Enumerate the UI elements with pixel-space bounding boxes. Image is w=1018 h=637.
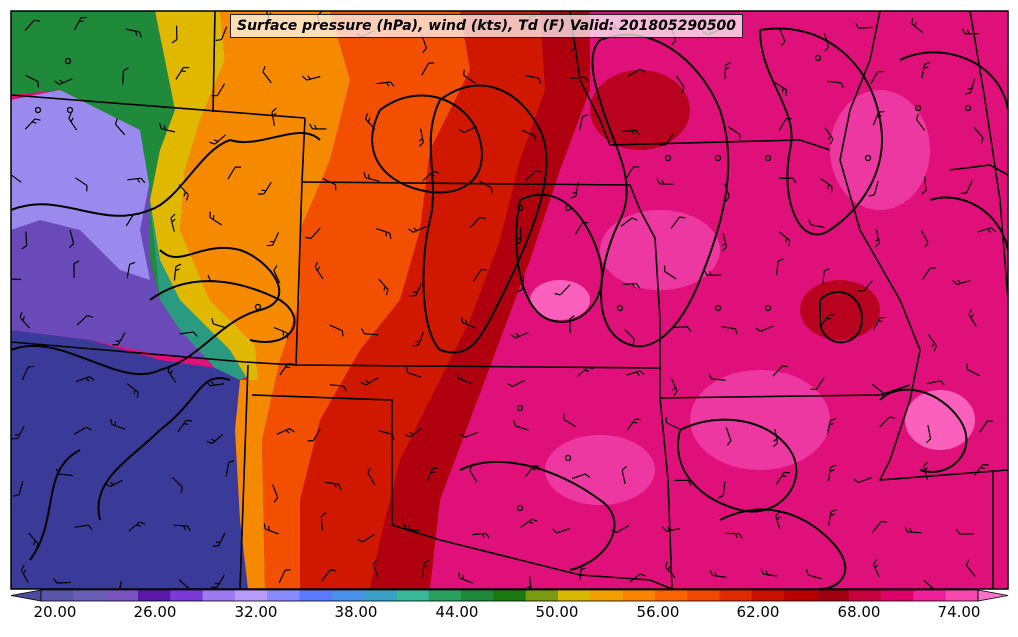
colorbar-segment: [267, 590, 300, 601]
colorbar-segment: [558, 590, 591, 601]
colorbar-segment: [590, 590, 623, 601]
colorbar-segment: [493, 590, 526, 601]
colorbar-segment: [299, 590, 332, 601]
colorbar-segment: [720, 590, 753, 601]
field-pink-patch: [545, 435, 655, 505]
colorbar-segment: [849, 590, 882, 601]
colorbar-segment: [138, 590, 171, 601]
colorbar-tick-label: 32.00: [235, 603, 278, 621]
colorbar: [11, 590, 1008, 601]
colorbar-segment: [203, 590, 236, 601]
colorbar-segment: [881, 590, 914, 601]
field-darkred-patch: [800, 280, 880, 340]
colorbar-tick-label: 74.00: [938, 603, 981, 621]
colorbar-segment: [655, 590, 688, 601]
colorbar-tick-label: 26.00: [134, 603, 177, 621]
colorbar-segment: [170, 590, 203, 601]
colorbar-tick-label: 38.00: [335, 603, 378, 621]
colorbar-tick-label: 56.00: [637, 603, 680, 621]
colorbar-segment: [946, 590, 979, 601]
colorbar-segment: [816, 590, 849, 601]
colorbar-segment: [332, 590, 365, 601]
colorbar-segment: [73, 590, 106, 601]
colorbar-segment: [784, 590, 817, 601]
colorbar-segment: [461, 590, 494, 601]
colorbar-segment: [687, 590, 720, 601]
colorbar-tick-label: 62.00: [737, 603, 780, 621]
map-title: Surface pressure (hPa), wind (kts), Td (…: [230, 14, 743, 38]
colorbar-segment: [429, 590, 462, 601]
field-darkred-patch: [590, 70, 690, 150]
colorbar-segment: [364, 590, 397, 601]
colorbar-tick-label: 50.00: [536, 603, 579, 621]
colorbar-tick-label: 68.00: [838, 603, 881, 621]
colorbar-extend-low: [11, 590, 41, 601]
colorbar-segment: [623, 590, 656, 601]
colorbar-segment: [396, 590, 429, 601]
dewpoint-field: [4, 8, 1008, 597]
colorbar-segment: [752, 590, 785, 601]
colorbar-extend-high: [978, 590, 1008, 601]
colorbar-segment: [526, 590, 559, 601]
colorbar-tick-label: 20.00: [34, 603, 77, 621]
colorbar-segment: [235, 590, 268, 601]
colorbar-segment: [41, 590, 74, 601]
colorbar-segment: [106, 590, 139, 601]
colorbar-segment: [913, 590, 946, 601]
colorbar-tick-label: 44.00: [436, 603, 479, 621]
field-low-dewpoint-west: [11, 330, 248, 589]
